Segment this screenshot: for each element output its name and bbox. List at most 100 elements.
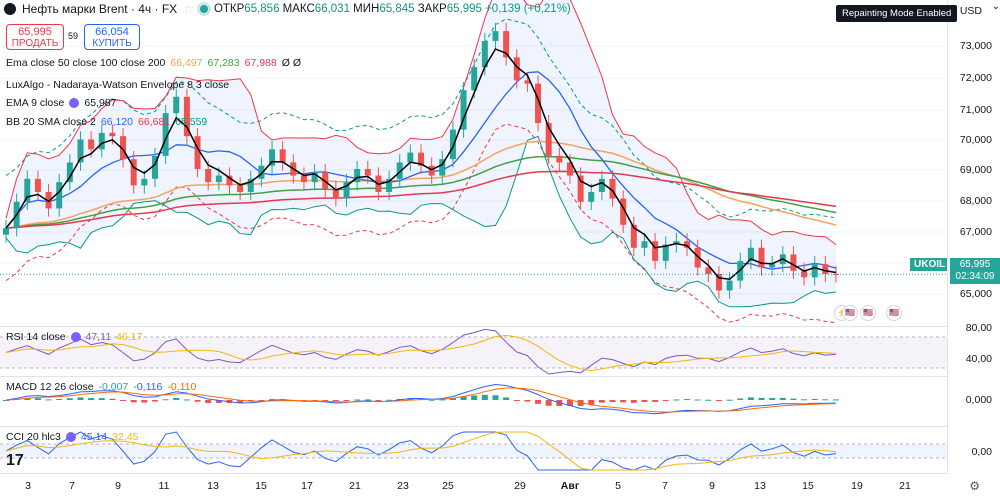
candle-body — [769, 264, 776, 268]
candle-body — [130, 159, 137, 186]
pane-divider[interactable] — [0, 426, 948, 427]
legend-macd-name: MACD 12 26 close — [6, 381, 94, 393]
ohlc-key: ЗАКР — [417, 3, 447, 15]
pane-divider[interactable] — [0, 376, 948, 377]
legend-ema-tail: Ø Ø — [281, 57, 301, 69]
nw-upper-line — [5, 18, 837, 219]
cci-ma-line — [5, 431, 837, 471]
us-flag-icon[interactable]: 🇺🇸 — [842, 305, 858, 321]
buy-button[interactable]: 66,054 КУПИТЬ — [84, 24, 140, 50]
candle-body — [77, 139, 84, 163]
time-tick-label: 23 — [397, 480, 409, 492]
bb-lower-line — [5, 135, 837, 308]
candle-body — [545, 123, 552, 156]
macd-histogram-bar — [833, 399, 839, 401]
eye-icon[interactable] — [70, 332, 81, 342]
legend-macd[interactable]: MACD 12 26 close -0,007 -0,116 -0,110 — [6, 381, 196, 393]
candle-body — [109, 132, 116, 137]
macd-histogram-bar — [471, 395, 478, 400]
candle-body — [24, 178, 31, 202]
candle-body — [747, 247, 754, 261]
time-tick-label: 17 — [301, 480, 313, 492]
candle-body — [609, 178, 616, 199]
chart-area[interactable] — [0, 0, 948, 474]
time-tick-label: 29 — [514, 480, 526, 492]
candle-body — [439, 159, 446, 176]
indicator-tick-label: 80,00 — [965, 322, 992, 334]
star-icon[interactable]: ☆ — [183, 2, 194, 16]
candle-body — [652, 241, 659, 261]
time-tick-label: 9 — [709, 480, 715, 492]
macd-histogram-bar — [364, 399, 371, 401]
legend-lux[interactable]: LuxAlgo - Nadaraya-Watson Envelope 8 3 c… — [6, 79, 229, 91]
macd-histogram-bar — [237, 400, 244, 403]
price-tick-label: 67,000 — [959, 226, 992, 238]
us-flag-icon[interactable]: 🇺🇸 — [860, 305, 876, 321]
candle-body — [705, 267, 712, 275]
macd-histogram-bar — [120, 400, 127, 401]
candle-body — [311, 172, 318, 183]
legend-bb[interactable]: BB 20 SMA close 2 66,120 66,681 65,559 — [6, 116, 207, 128]
eye-icon[interactable] — [65, 432, 76, 442]
candle-body — [684, 241, 691, 248]
macd-histogram-bar — [684, 399, 691, 401]
candle-body — [247, 178, 254, 192]
chevron-down-icon[interactable]: ⌄ — [991, 1, 1000, 12]
legend-ema-v3: 67,988 — [244, 57, 277, 69]
legend-cci-v1: 45,14 — [80, 431, 108, 443]
macd-histogram-bar — [737, 398, 744, 400]
gear-icon[interactable]: ⚙ — [969, 479, 980, 493]
macd-histogram-bar — [34, 398, 41, 400]
candle-body — [407, 152, 414, 163]
nw-lower-line — [5, 123, 837, 324]
macd-histogram-bar — [194, 400, 201, 402]
tradingview-logo[interactable]: 17 — [6, 452, 24, 469]
macd-histogram-bar — [705, 399, 712, 401]
candle-body — [45, 191, 52, 209]
legend-cci-v2: 32,45 — [112, 431, 139, 443]
candle-body — [694, 247, 701, 268]
macd-histogram-bar — [609, 400, 616, 403]
candle-body — [492, 31, 499, 41]
legend-ema9[interactable]: EMA 9 close 65,987 — [6, 97, 117, 109]
macd-histogram-bar — [769, 398, 776, 400]
price-axis[interactable]: 73,000 72,000 71,000 70,000 69,000 68,000 67,0… — [947, 0, 1000, 474]
time-tick-label: 15 — [802, 480, 814, 492]
ohlc-values: ОТКР65,856 МАКС66,031 МИН65,845 ЗАКР65,9… — [214, 3, 571, 15]
macd-histogram-bar — [162, 399, 169, 401]
ema50-line — [5, 140, 837, 229]
candle-body — [237, 185, 244, 192]
legend-rsi[interactable]: RSI 14 close 47,11 46,17 — [6, 331, 142, 343]
us-flag-icon[interactable]: 🇺🇸 — [886, 305, 902, 321]
symbol-header: Нефть марки Brent · 4ч · FX ☆ ОТКР65,856… — [4, 2, 571, 16]
candle-body — [524, 80, 531, 84]
eye-icon[interactable] — [69, 98, 80, 108]
candle-body — [630, 224, 637, 248]
macd-histogram-bar — [386, 399, 393, 401]
pane-divider[interactable] — [0, 326, 948, 327]
legend-ema-v1: 66,497 — [170, 57, 203, 69]
sell-button[interactable]: 65,995 ПРОДАТЬ — [6, 24, 64, 50]
macd-histogram-bar — [322, 400, 329, 401]
candle-body — [3, 228, 9, 235]
candle-body — [556, 155, 563, 163]
macd-histogram-bar — [151, 400, 158, 402]
price-tick-label: 73,000 — [959, 40, 992, 52]
buy-label: КУПИТЬ — [92, 38, 132, 49]
macd-histogram-bar — [428, 399, 435, 401]
macd-histogram-bar — [449, 398, 456, 400]
candle-body — [428, 165, 435, 176]
symbol-title[interactable]: Нефть марки Brent · 4ч · FX — [22, 2, 178, 16]
candle-body — [88, 139, 95, 150]
legend-ema[interactable]: Ema close 50 close 100 close 200 66,497 … — [6, 57, 301, 69]
macd-histogram-bar — [524, 400, 531, 402]
currency-select[interactable]: USD — [959, 5, 982, 17]
macd-histogram-bar — [375, 400, 382, 401]
legend-cci[interactable]: CCI 20 hlc3 45,14 32,45 — [6, 431, 138, 443]
macd-histogram-bar — [503, 397, 510, 400]
time-tick-label: 21 — [899, 480, 911, 492]
ohlc-key: МАКС — [282, 3, 315, 15]
macd-histogram-bar — [588, 400, 595, 405]
time-axis[interactable]: 3 7 9 11 13 15 17 21 23 25 29 Авг 5 7 9 13 15 19 21 — [0, 473, 948, 498]
chart-canvas[interactable] — [0, 0, 948, 474]
